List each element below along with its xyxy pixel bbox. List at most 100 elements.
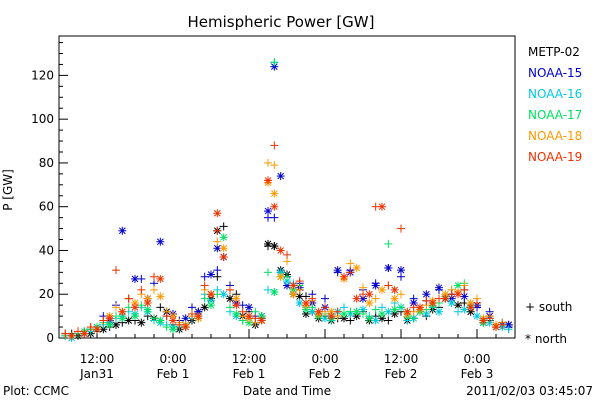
north-marker — [416, 303, 424, 312]
north-marker — [156, 274, 165, 283]
south-marker — [213, 226, 222, 235]
south-marker — [270, 161, 279, 170]
legend-entry: NOAA-15 — [528, 66, 582, 80]
north-marker — [67, 331, 76, 340]
south-marker — [162, 312, 171, 321]
north-marker — [257, 316, 266, 325]
north-marker — [207, 290, 215, 299]
north-marker — [378, 309, 386, 318]
south-marker — [156, 303, 165, 312]
north-marker — [352, 294, 361, 303]
north-marker — [213, 209, 222, 218]
x-tick-label-time: 12:00 — [232, 352, 267, 366]
north-marker — [435, 307, 443, 316]
north-marker — [270, 288, 279, 297]
legend-entry: METP-02 — [528, 45, 580, 59]
x-tick-label-time: 0:00 — [160, 352, 187, 366]
south-marker — [112, 303, 120, 312]
y-axis: 0 20 40 60 80 100 120 — [31, 42, 68, 345]
south-marker — [371, 294, 380, 303]
south-marker — [213, 266, 222, 275]
south-marker — [162, 323, 171, 332]
south-marker — [238, 307, 247, 316]
south-marker — [346, 259, 355, 268]
north-marker — [143, 298, 152, 307]
south-marker — [422, 296, 431, 305]
north-marker — [169, 316, 177, 325]
x-tick-label-time: 0:00 — [464, 352, 491, 366]
legend-entry: NOAA-19 — [528, 150, 582, 164]
marker-legend-north: * north — [525, 332, 567, 346]
south-marker — [498, 320, 507, 329]
north-marker — [181, 323, 190, 332]
south-marker — [333, 307, 342, 316]
north-marker — [276, 272, 285, 281]
x-tick-label-time: 0:00 — [312, 352, 339, 366]
north-marker — [156, 316, 165, 325]
y-tick-label: 60 — [39, 200, 54, 214]
north-marker — [454, 290, 462, 299]
south-marker — [150, 314, 158, 323]
north-marker — [245, 303, 253, 312]
south-marker — [270, 58, 279, 67]
chart-title: Hemispheric Power [GW] — [188, 13, 375, 31]
south-marker — [397, 303, 405, 312]
plot-credit: Plot: CCMC — [3, 384, 69, 398]
north-marker — [441, 294, 450, 303]
north-marker — [435, 283, 443, 292]
south-marker — [137, 301, 146, 310]
north-marker — [371, 281, 380, 290]
north-marker — [479, 316, 488, 325]
south-marker — [295, 285, 304, 294]
north-marker — [207, 270, 215, 279]
north-marker — [378, 285, 386, 294]
north-marker — [314, 307, 323, 316]
south-marker — [150, 272, 158, 281]
north-marker — [80, 329, 89, 338]
south-marker — [188, 309, 196, 318]
north-marker — [270, 242, 279, 251]
south-marker — [264, 285, 272, 294]
north-marker — [397, 266, 405, 275]
south-marker — [295, 277, 304, 286]
south-marker — [264, 268, 272, 277]
x-tick-label-date: Feb 2 — [385, 367, 418, 381]
south-marker — [270, 213, 279, 222]
north-marker — [378, 202, 386, 211]
south-marker — [397, 224, 405, 233]
x-axis-label: Date and Time — [243, 384, 331, 398]
south-marker — [200, 281, 209, 290]
north-marker — [219, 244, 228, 253]
north-marker — [384, 263, 393, 272]
north-marker — [466, 303, 475, 312]
south-marker — [74, 327, 82, 336]
north-marker — [93, 325, 101, 334]
north-marker — [473, 312, 481, 321]
data-markers — [61, 58, 513, 342]
south-marker — [264, 158, 272, 167]
north-marker — [340, 272, 348, 281]
north-marker — [390, 285, 399, 294]
north-marker — [131, 312, 139, 321]
north-marker — [302, 298, 310, 307]
north-marker — [194, 312, 203, 321]
legend-entry: NOAA-16 — [528, 87, 582, 101]
south-marker — [124, 294, 133, 303]
north-marker — [264, 207, 272, 216]
north-marker — [384, 307, 393, 316]
south-marker — [213, 237, 222, 246]
south-marker — [137, 285, 146, 294]
north-marker — [352, 263, 361, 272]
south-marker — [283, 250, 291, 259]
north-marker — [270, 202, 279, 211]
y-tick-label: 20 — [39, 287, 54, 301]
north-marker — [409, 298, 418, 307]
north-marker — [264, 176, 272, 185]
y-tick-label: 80 — [39, 156, 54, 170]
y-tick-label: 0 — [46, 331, 54, 345]
north-marker — [460, 305, 469, 314]
south-marker — [251, 314, 260, 323]
north-marker — [289, 281, 298, 290]
